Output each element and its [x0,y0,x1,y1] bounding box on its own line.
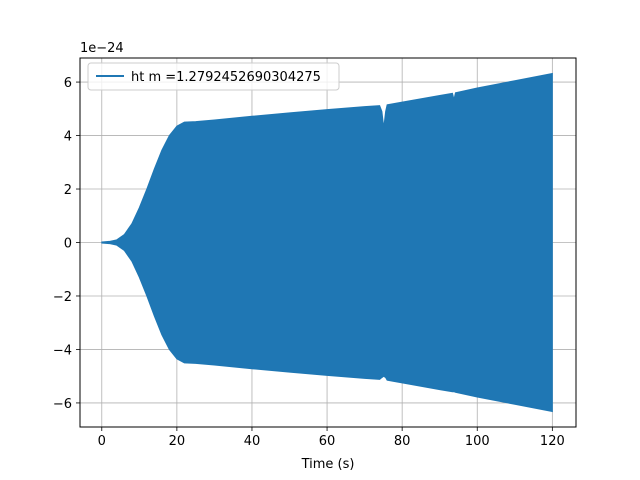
legend-box [87,62,340,91]
x-tick-label: 120 [540,434,565,449]
y-tick-label: 6 [64,76,72,91]
signal-area [101,72,553,413]
x-tick-label: 40 [244,434,261,449]
x-tick-label: 100 [465,434,490,449]
x-axis: 0 20 40 60 80 100 120 [98,427,565,449]
y-tick-label: −6 [53,397,72,412]
x-tick-label: 0 [98,434,106,449]
x-tick-label: 60 [319,434,336,449]
legend-entry: ht m =1.2792452690304275 [131,70,321,85]
legend: ht m =1.2792452690304275 [87,62,340,91]
x-tick-label: 20 [169,434,186,449]
x-tick-label: 80 [394,434,411,449]
y-tick-label: 2 [64,183,72,198]
y-tick-label: −4 [53,343,72,358]
y-tick-label: 0 [64,237,72,252]
x-axis-label: Time (s) [301,457,355,472]
y-axis: −6 −4 −2 0 2 4 6 [53,76,80,412]
y-offset-label: 1e−24 [80,41,124,56]
y-tick-label: −2 [53,290,72,305]
y-tick-label: 4 [64,130,72,145]
